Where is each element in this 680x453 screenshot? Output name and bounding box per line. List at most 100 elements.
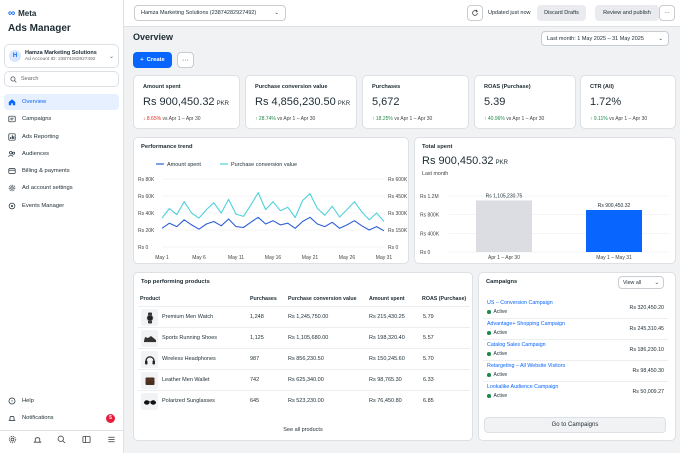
sidebar-item-overview[interactable]: Overview — [4, 94, 119, 110]
kpi-card-purchase-conversion-value[interactable]: Purchase conversion value Rs 4,856,230.5… — [245, 75, 357, 129]
bar-data-label: Rs 900,450.32 — [598, 203, 631, 209]
bar — [476, 200, 532, 252]
table-row[interactable]: Wireless Headphones 987 Rs 856,230.50 Rs… — [138, 348, 470, 369]
campaign-row[interactable]: US – Conversion Campaign Active Rs 320,4… — [483, 298, 668, 319]
account-selector-label: Hamza Marketing Solutions (2387428292749… — [141, 10, 257, 16]
campaign-status: Active — [487, 372, 507, 378]
campaign-row[interactable]: Retargeting – All Website Visitors Activ… — [483, 361, 668, 382]
legend-amount-spent: Amount spent — [167, 162, 201, 168]
overview-more-button[interactable]: ··· — [177, 52, 194, 68]
create-button[interactable]: + Create — [133, 52, 172, 68]
table-row[interactable]: Leather Men Wallet 742 Rs 625,340.00 Rs … — [138, 369, 470, 390]
campaign-name-link[interactable]: Catalog Sales Campaign — [487, 342, 546, 348]
product-roas: 5.79 — [423, 314, 434, 320]
sidebar-item-notifications[interactable]: Notifications 5 — [4, 410, 119, 426]
total-spent-chart: Rs 0 Rs 400K Rs 800K Rs 1.2M Rs 1,105,230.75… — [420, 193, 669, 261]
more-options-button[interactable]: ··· — [659, 5, 675, 21]
product-amount-spent: Rs 150,245.60 — [369, 356, 405, 362]
sidebar-item-audiences[interactable]: Audiences — [4, 146, 119, 162]
kpi-label: Amount spent — [143, 84, 181, 90]
y-tick-label: Rs 0 — [420, 250, 431, 256]
table-row[interactable]: Sports Running Shoes 1,125 Rs 1,105,680.… — [138, 327, 470, 348]
date-range-picker[interactable]: Last month: 1 May 2025 – 31 May 2025 ⌄ — [541, 31, 669, 46]
go-to-campaigns-button[interactable]: Go to Campaigns — [484, 417, 666, 433]
help-label: Help — [22, 398, 34, 404]
campaign-name-link[interactable]: Advantage+ Shopping Campaign — [487, 321, 565, 327]
kpi-value: 5.39 — [484, 96, 506, 108]
refresh-button[interactable] — [467, 5, 483, 21]
campaigns-filter-select[interactable]: View all ⌄ — [618, 276, 664, 289]
reports-footer-icon[interactable] — [82, 435, 91, 446]
date-range-label: Last month: 1 May 2025 – 31 May 2025 — [547, 35, 644, 42]
y-left-tick-label: Rs 60K — [138, 194, 155, 200]
refresh-icon — [472, 9, 479, 16]
status-dot-icon — [487, 331, 491, 335]
menu-icon[interactable] — [107, 435, 116, 446]
search-footer-icon[interactable] — [57, 435, 66, 446]
campaign-name-link[interactable]: Lookalike Audience Campaign — [487, 384, 559, 390]
account-selector[interactable]: Hamza Marketing Solutions (2387428292749… — [134, 5, 286, 21]
bar-data-label: Rs 1,105,230.75 — [486, 193, 523, 199]
table-row[interactable]: Polarized Sunglasses 645 Rs 523,230.00 R… — [138, 390, 470, 411]
account-switcher[interactable]: H Hamza Marketing Solutions Ad Account I… — [4, 44, 119, 68]
sidebar-item-events-manager[interactable]: Events Manager — [4, 198, 119, 214]
discard-drafts-button[interactable]: Discard Drafts — [537, 5, 586, 21]
sidebar-item-ads-reporting[interactable]: Ads Reporting — [4, 129, 119, 145]
svg-text:?: ? — [11, 399, 14, 404]
kpi-change: ↑ 28.74% vs Apr 1 – Apr 30 — [255, 116, 316, 122]
settings-icon — [8, 184, 16, 192]
sidebar-search[interactable]: Search — [4, 71, 119, 87]
product-conversion-value: Rs 1,245,750.00 — [288, 314, 329, 320]
kpi-change: ↑ 18.25% vs Apr 1 – Apr 30 — [372, 116, 433, 122]
product-purchases: 987 — [250, 356, 260, 362]
bell-footer-icon[interactable] — [33, 435, 42, 446]
kpi-card-roas[interactable]: ROAS (Purchase) 5.39 ↑ 40.96% vs Apr 1 –… — [474, 75, 576, 129]
see-all-products-link[interactable]: See all products — [283, 427, 323, 433]
top-products-card: Top performing products Product Purchase… — [133, 272, 473, 441]
product-name: Polarized Sunglasses — [162, 398, 215, 404]
chevron-down-icon: ⌄ — [654, 279, 659, 286]
campaign-row[interactable]: Catalog Sales Campaign Active Rs 186,230… — [483, 340, 668, 361]
product-purchases: 1,248 — [250, 314, 264, 320]
campaign-row[interactable]: Lookalike Audience Campaign Active Rs 50… — [483, 382, 668, 403]
performance-trend-chart: Amount spent Purchase conversion value R… — [138, 162, 408, 261]
product-conversion-value: Rs 1,105,680.00 — [288, 335, 329, 341]
kpi-card-purchases[interactable]: Purchases 5,672 ↑ 18.25% vs Apr 1 – Apr … — [362, 75, 469, 129]
total-spent-subtitle: Last month — [422, 171, 449, 177]
bell-icon — [8, 414, 16, 422]
updated-status: Updated just now — [488, 10, 531, 16]
arrow-up-icon: ↑ — [255, 116, 258, 122]
campaign-status: Active — [487, 309, 507, 315]
product-roas: 5.57 — [423, 335, 434, 341]
campaign-name-link[interactable]: Retargeting – All Website Visitors — [487, 363, 566, 369]
x-tick-label: May 31 — [376, 255, 393, 261]
kpi-card-amount-spent[interactable]: Amount spent Rs 900,450.32 PKR ↓ 8.65% vs… — [133, 75, 240, 129]
sidebar-item-campaigns[interactable]: Campaigns — [4, 111, 119, 127]
sidebar-item-help[interactable]: ? Help — [4, 393, 119, 409]
sidebar-item-ad-account-settings[interactable]: Ad account settings — [4, 180, 119, 196]
settings-gear-icon[interactable] — [8, 435, 17, 446]
kpi-label: CTR (All) — [590, 84, 614, 90]
help-icon: ? — [8, 397, 16, 405]
campaign-name-link[interactable]: US – Conversion Campaign — [487, 300, 553, 306]
kpi-change: ↑ 40.96% vs Apr 1 – Apr 30 — [484, 116, 545, 122]
page-title: Overview — [133, 32, 174, 42]
series-line-purchase-conversion-value — [161, 192, 385, 222]
review-publish-button[interactable]: Review and publish — [595, 5, 659, 21]
x-tick-label: May 11 — [228, 255, 244, 261]
shoe-icon — [141, 330, 158, 347]
campaigns-icon — [8, 115, 16, 123]
y-right-tick-label: Rs 450K — [388, 194, 408, 200]
kpi-value: Rs 900,450.32 PKR — [143, 96, 229, 108]
arrow-down-icon: ↓ — [143, 116, 146, 122]
sidebar-item-billing[interactable]: Billing & payments — [4, 163, 119, 179]
kpi-card-ctr[interactable]: CTR (All) 1.72% ↑ 9.11% vs Apr 1 – Apr 3… — [580, 75, 676, 129]
table-row[interactable]: Premium Men Watch 1,248 Rs 1,245,750.00 … — [138, 306, 470, 327]
kpi-label: Purchase conversion value — [255, 84, 328, 90]
search-icon — [10, 75, 17, 83]
billing-icon — [8, 167, 16, 175]
meta-logo[interactable]: ∞ Meta — [8, 8, 36, 19]
campaign-row[interactable]: Advantage+ Shopping Campaign Active Rs 2… — [483, 319, 668, 340]
bar — [586, 209, 642, 252]
x-tick-label: May 6 — [192, 255, 206, 261]
